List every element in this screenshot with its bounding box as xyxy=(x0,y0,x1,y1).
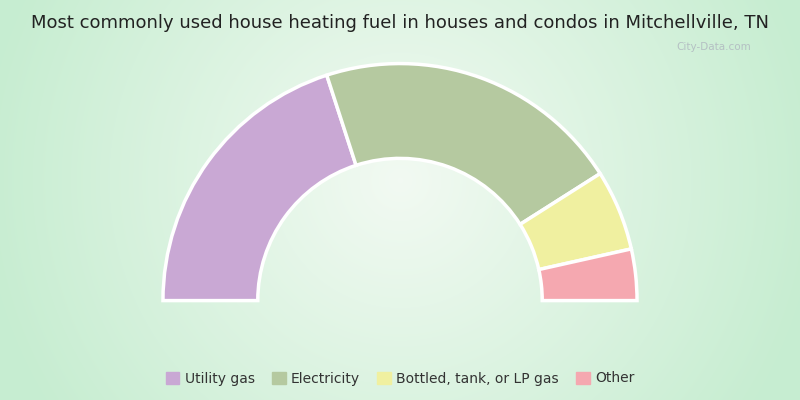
Wedge shape xyxy=(163,75,356,300)
Text: City-Data.com: City-Data.com xyxy=(676,42,750,52)
Wedge shape xyxy=(538,249,637,300)
Text: Most commonly used house heating fuel in houses and condos in Mitchellville, TN: Most commonly used house heating fuel in… xyxy=(31,14,769,32)
Wedge shape xyxy=(520,174,631,270)
Wedge shape xyxy=(326,64,600,224)
Legend: Utility gas, Electricity, Bottled, tank, or LP gas, Other: Utility gas, Electricity, Bottled, tank,… xyxy=(160,366,640,391)
